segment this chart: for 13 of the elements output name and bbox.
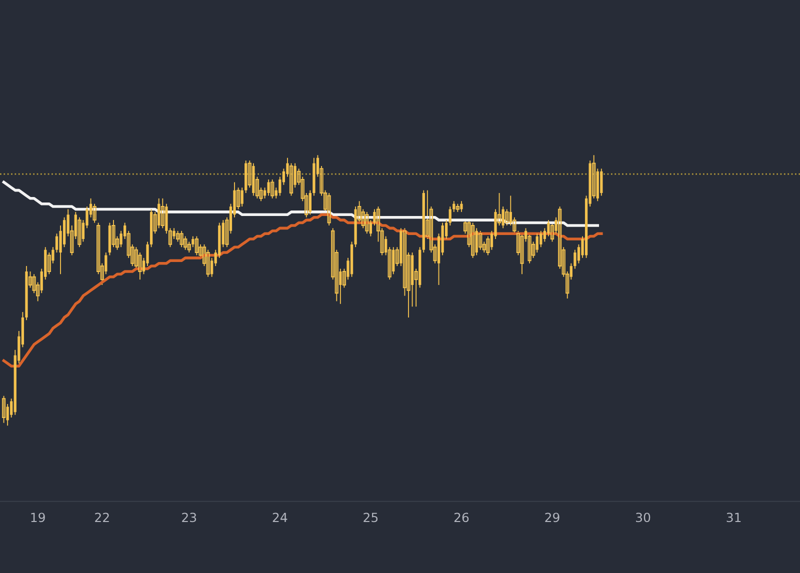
x-tick-label: 19 <box>31 512 45 522</box>
candlestick <box>270 179 274 198</box>
candlestick <box>194 236 198 256</box>
candlestick <box>2 396 6 423</box>
x-tick-label: 24 <box>272 512 288 522</box>
x-tick-label: 29 <box>545 512 560 522</box>
x-tick-label: 25 <box>364 512 378 522</box>
x-tick-label: 22 <box>95 512 109 522</box>
x-tick-label: 23 <box>182 512 196 522</box>
candlestick <box>180 230 184 248</box>
x-tick-label: 30 <box>636 512 650 522</box>
x-tick-label: 26 <box>454 512 469 522</box>
x-tick-label: 31 <box>726 512 741 522</box>
